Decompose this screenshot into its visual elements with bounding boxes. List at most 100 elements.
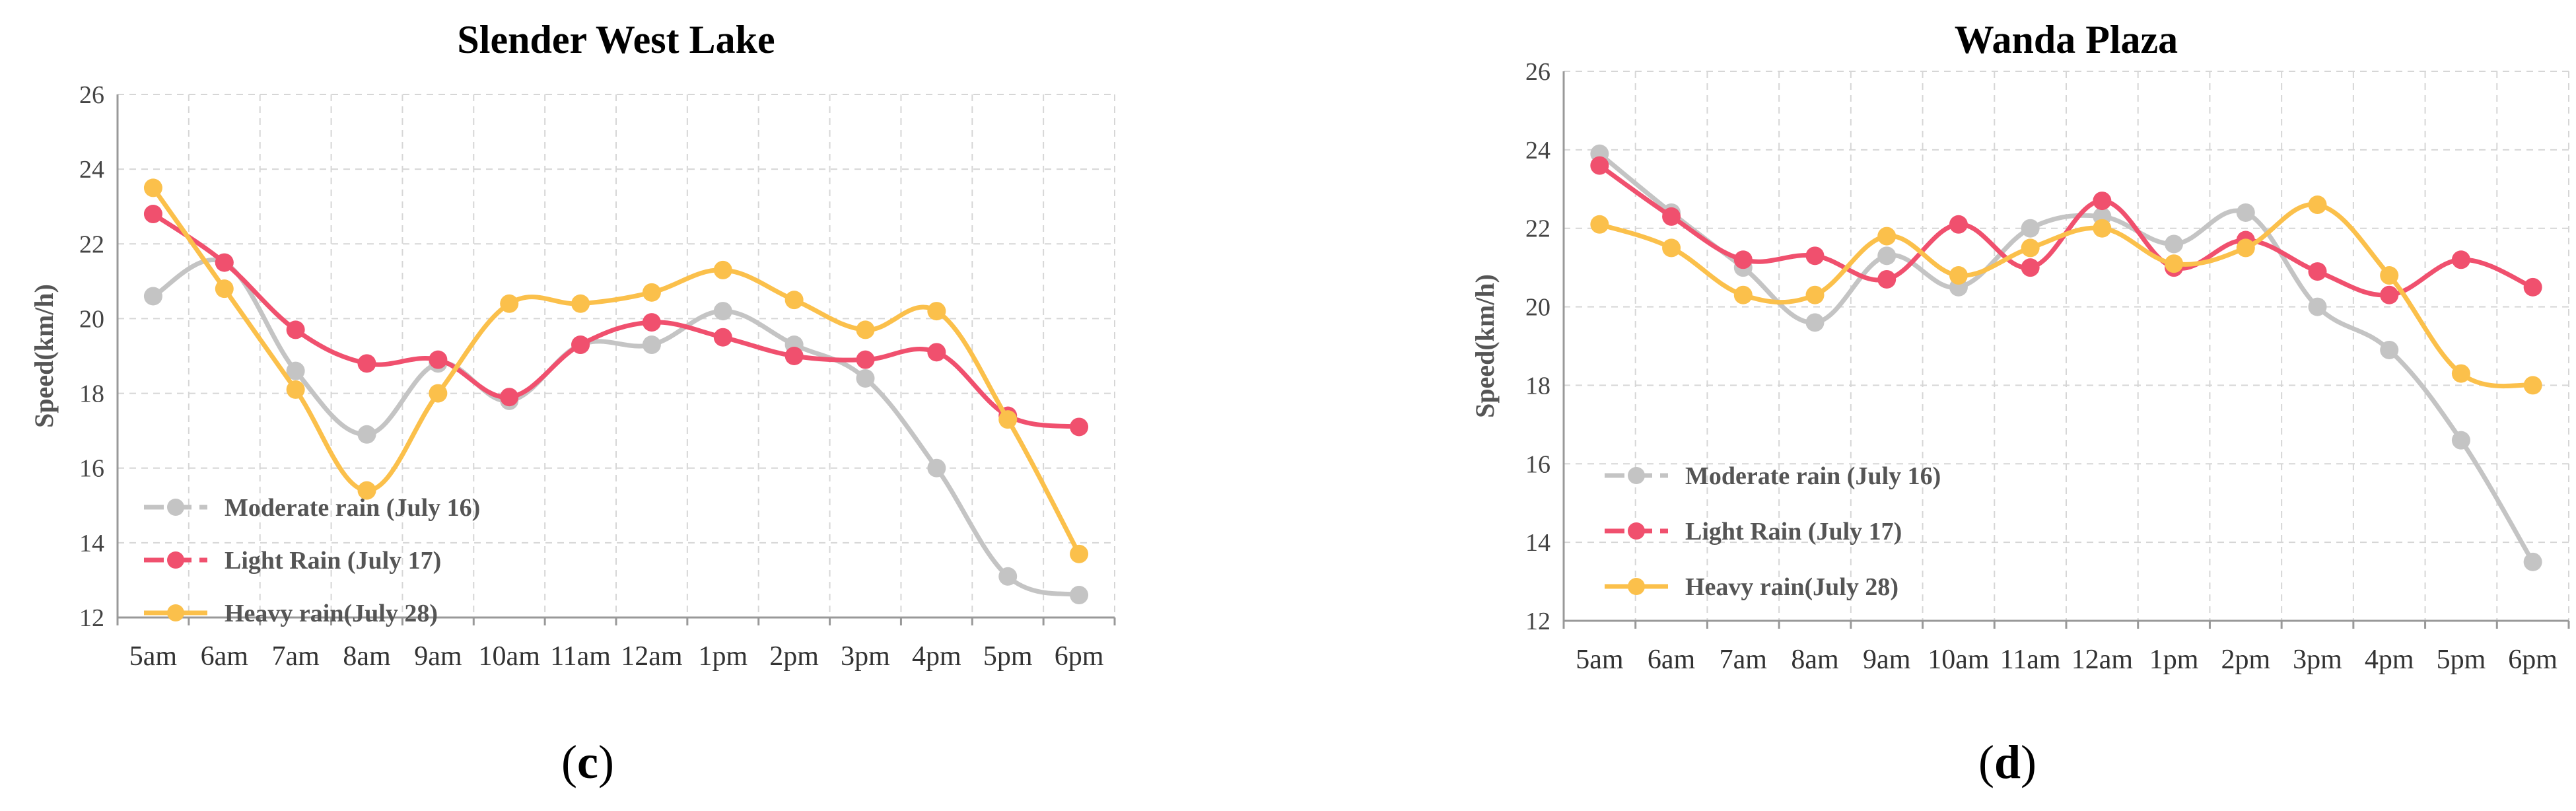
legend-marker (1628, 467, 1645, 484)
data-point (1733, 250, 1753, 269)
legend-marker (1628, 578, 1645, 595)
y-tick-label: 22 (79, 230, 104, 258)
data-point (2380, 340, 2399, 359)
y-tick-label: 26 (1525, 58, 1550, 86)
x-tick-label: 6am (1648, 645, 1696, 675)
data-point (143, 178, 162, 197)
x-tick-label: 12am (2071, 645, 2134, 675)
x-tick-label: 2pm (769, 641, 819, 672)
data-point (2021, 258, 2040, 277)
data-point (2523, 277, 2542, 297)
data-point (286, 320, 305, 339)
y-tick-label: 24 (79, 156, 104, 184)
grid (1564, 71, 2569, 621)
data-point (998, 410, 1018, 429)
x-tick-label: 8am (1791, 645, 1839, 675)
y-tick-label: 22 (1525, 215, 1550, 243)
data-point (1070, 544, 1089, 563)
data-point (2093, 219, 2112, 238)
data-point (357, 354, 376, 373)
data-point (1662, 207, 1681, 226)
legend-item: Heavy rain(July 28) (144, 600, 438, 627)
panel-caption: (d) (1978, 736, 2036, 789)
data-point (1733, 285, 1753, 304)
x-tick-label: 6pm (1055, 641, 1104, 672)
data-point (2093, 192, 2112, 211)
data-point (642, 335, 661, 355)
x-tick-label: 9am (414, 641, 462, 672)
x-tick-label: 5pm (983, 641, 1033, 672)
data-point (856, 320, 875, 339)
data-point (2451, 431, 2470, 450)
x-tick-label: 7am (1720, 645, 1768, 675)
y-tick-label: 12 (1525, 608, 1550, 635)
y-tick-label: 12 (79, 604, 104, 632)
legend-label: Moderate rain (July 16) (1685, 462, 1941, 490)
data-point (713, 302, 732, 321)
data-point (2308, 297, 2327, 316)
x-tick-label: 10am (1928, 645, 1990, 675)
data-point (1877, 246, 1897, 265)
series-3 (143, 178, 1089, 563)
data-point (856, 350, 875, 369)
data-point (2021, 238, 2040, 258)
data-point (784, 291, 804, 310)
x-tick-label: 3pm (2293, 645, 2342, 675)
data-point (2523, 376, 2542, 395)
data-point (1805, 313, 1825, 332)
data-point (500, 294, 519, 313)
x-tick-label: 4pm (912, 641, 961, 672)
data-point (998, 567, 1018, 586)
data-point (2165, 254, 2184, 273)
x-tick-label: 6am (201, 641, 249, 672)
series-3 (1590, 195, 2542, 395)
data-point (2308, 195, 2327, 215)
x-tick-label: 10am (479, 641, 541, 672)
grid (118, 94, 1115, 617)
data-point (215, 279, 234, 299)
data-point (1805, 285, 1825, 304)
data-point (2308, 262, 2327, 281)
data-point (2165, 234, 2184, 254)
x-tick-label: 11am (2000, 645, 2061, 675)
x-tick-label: 2pm (2221, 645, 2270, 675)
data-point (856, 369, 875, 388)
data-point (784, 347, 804, 365)
legend-item: Light Rain (July 17) (144, 547, 441, 575)
data-point (2236, 203, 2255, 222)
data-point (571, 294, 590, 313)
legend-label: Light Rain (July 17) (1685, 518, 1902, 546)
legend-item: Heavy rain(July 28) (1605, 573, 1898, 601)
x-tick-label: 5am (129, 641, 178, 672)
data-point (927, 343, 946, 362)
data-point (642, 283, 661, 302)
data-point (571, 335, 590, 355)
data-point (713, 260, 732, 279)
legend-item: Moderate rain (July 16) (1605, 462, 1941, 490)
data-point (357, 481, 376, 500)
legend-label: Heavy rain(July 28) (1685, 573, 1898, 601)
y-tick-label: 24 (1525, 137, 1550, 164)
y-axis-label: Speed(km/h) (1470, 274, 1500, 418)
data-point (215, 253, 234, 272)
y-tick-label: 16 (1525, 450, 1550, 478)
data-point (143, 287, 162, 306)
y-tick-label: 16 (79, 455, 104, 483)
data-point (500, 388, 519, 407)
data-point (1070, 586, 1089, 605)
data-point (2523, 552, 2542, 571)
x-tick-label: 3pm (841, 641, 890, 672)
data-point (1590, 156, 1609, 175)
chart-slender-west-lake: Slender West Lake 12 14 16 18 20 22 24 26 5am 6am 7… (29, 18, 1116, 789)
x-tick-label: 9am (1863, 645, 1911, 675)
x-tick-label: 8am (343, 641, 391, 672)
x-tick-label: 6pm (2508, 645, 2558, 675)
y-tick-label: 26 (79, 81, 104, 109)
chart-title: Wanda Plaza (1955, 18, 2178, 61)
legend-marker (1628, 522, 1645, 540)
data-point (1805, 246, 1825, 265)
data-point (1877, 269, 1897, 289)
data-point (286, 361, 305, 380)
x-tick-label: 5pm (2437, 645, 2486, 675)
